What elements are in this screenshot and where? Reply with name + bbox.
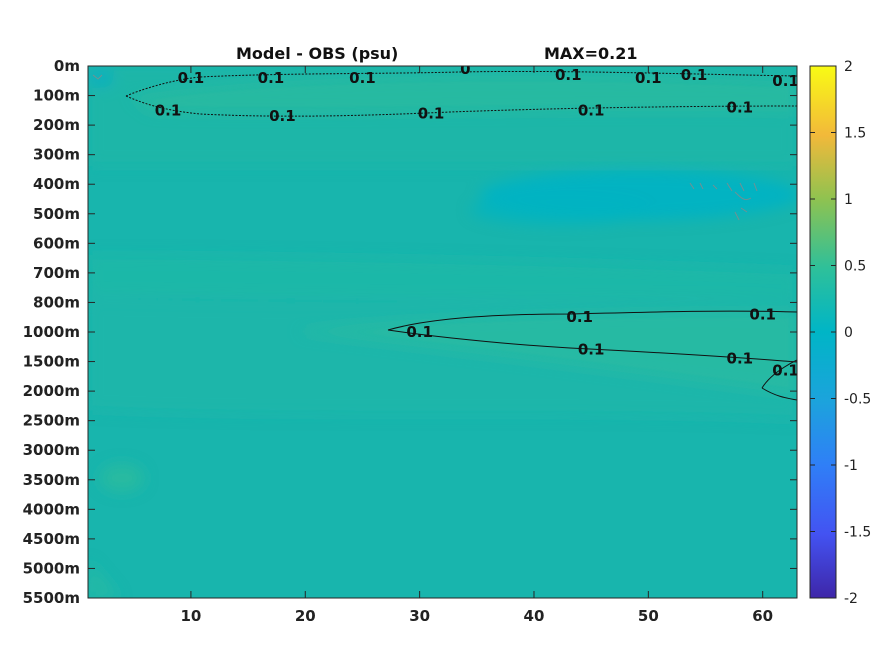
x-tick-label: 60 [752, 607, 773, 625]
y-tick-label: 200m [33, 116, 80, 134]
colorbar-tick-label: -1.5 [844, 525, 871, 541]
y-tick-label: 4000m [23, 500, 80, 518]
contour-label: 0.1 [749, 305, 776, 323]
contour-label: 0.1 [155, 101, 182, 119]
y-tick-label: 400m [33, 175, 80, 193]
colorbar-tick-label: 2 [844, 59, 853, 75]
colorbar-tick-label: 1.5 [844, 126, 866, 142]
y-tick-label: 3500m [23, 471, 80, 489]
chart-title: Model - OBS (psu) [236, 44, 398, 63]
contour-label: 0.1 [772, 72, 799, 90]
contour-labels: 0.1 0.1 0.1 0 0.1 0.1 0.1 0.1 0.1 0.1 0.1 0.1 0.1 0.1… [155, 60, 799, 379]
contour-label: 0.1 [349, 69, 376, 87]
contour-label: 0.1 [772, 361, 799, 379]
y-tick-label: 5500m [23, 589, 80, 607]
contour-label: 0.1 [635, 69, 662, 87]
contour-label: 0.1 [727, 350, 754, 368]
contour-label: 0.1 [578, 101, 605, 119]
x-tick-label: 50 [638, 607, 659, 625]
y-tick-label: 800m [33, 293, 80, 311]
y-tick-label: 700m [33, 264, 80, 282]
contour-lines [125, 70, 797, 401]
contour-label: 0.1 [681, 66, 708, 84]
y-tick-label: 1000m [23, 323, 80, 341]
max-label: MAX=0.21 [544, 44, 638, 63]
colorbar-tick-label: 0.5 [844, 259, 866, 275]
y-tick-label: 500m [33, 205, 80, 223]
colorbar-tick-label: -0.5 [844, 392, 871, 408]
noise-specks [92, 74, 758, 221]
y-tick-label: 1500m [23, 353, 80, 371]
field-shading [88, 66, 797, 598]
y-tick-label: 300m [33, 146, 80, 164]
y-tick-label: 5000m [23, 559, 80, 577]
contour-label: 0.1 [269, 107, 296, 125]
y-tick-label: 0m [54, 57, 80, 75]
x-tick-label: 40 [524, 607, 545, 625]
plot-area: 0.1 0.1 0.1 0 0.1 0.1 0.1 0.1 0.1 0.1 0.1 0.1 0.1 0.1… [88, 60, 799, 598]
contour-label: 0.1 [258, 69, 285, 87]
y-tick-label: 4500m [23, 530, 80, 548]
y-tick-label: 600m [33, 234, 80, 252]
y-axis: 0m 100m 200m 300m 400m 500m 600m 700m 800m 1000m 1… [23, 57, 797, 607]
x-tick-label: 10 [180, 607, 201, 625]
contour-label: 0.1 [178, 69, 205, 87]
colorbar-tick-label: -1 [844, 458, 858, 474]
colorbar-ticks: 2 1.5 1 0.5 0 -0.5 -1 -1.5 -2 [810, 59, 871, 607]
contour-label: 0 [460, 60, 470, 78]
contour-label: 0.1 [418, 104, 445, 122]
contour-label: 0.1 [406, 323, 433, 341]
x-axis: 10 20 30 40 50 60 [180, 66, 773, 625]
contour-label: 0.1 [727, 98, 754, 116]
contour-label: 0.1 [566, 308, 593, 326]
colorbar: 2 1.5 1 0.5 0 -0.5 -1 -1.5 -2 [809, 59, 871, 607]
y-tick-label: 2500m [23, 412, 80, 430]
contour-label: 0.1 [578, 341, 605, 359]
y-tick-label: 3000m [23, 441, 80, 459]
colorbar-tick-label: -2 [844, 591, 858, 607]
y-tick-label: 100m [33, 87, 80, 105]
y-tick-label: 2000m [23, 382, 80, 400]
colorbar-tick-label: 1 [844, 192, 853, 208]
x-tick-label: 30 [409, 607, 430, 625]
contour-label: 0.1 [555, 66, 582, 84]
colorbar-tick-label: 0 [844, 325, 853, 341]
x-tick-label: 20 [295, 607, 316, 625]
